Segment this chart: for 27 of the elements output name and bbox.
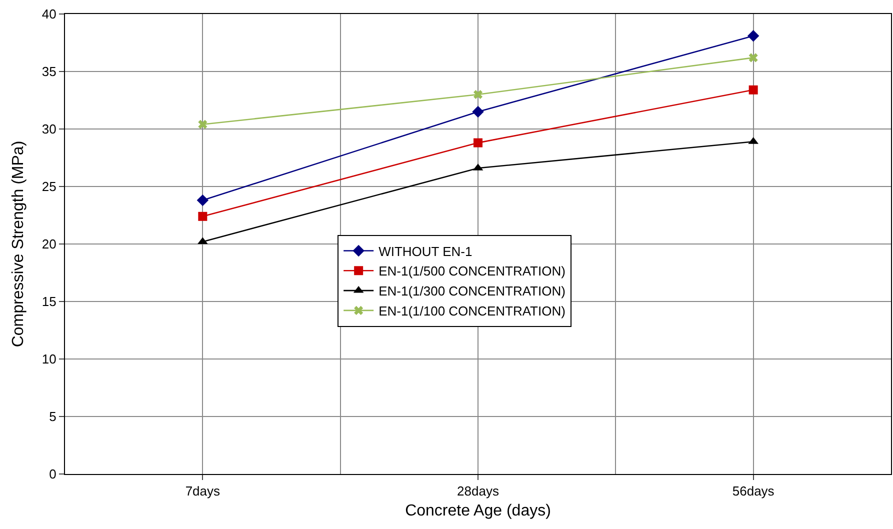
point <box>747 30 760 42</box>
legend-label: EN-1(1/300 CONCENTRATION) <box>378 284 566 299</box>
point <box>196 194 209 206</box>
y-tick-label: 40 <box>42 6 56 22</box>
legend-label: EN-1(1/100 CONCENTRATION) <box>378 304 566 319</box>
y-tick-label: 0 <box>49 466 56 482</box>
point <box>748 53 758 62</box>
point <box>474 138 482 148</box>
point <box>472 106 484 118</box>
y-tick-label: 10 <box>42 352 56 367</box>
legend-label: EN-1(1/500 CONCENTRATION) <box>378 264 566 279</box>
y-axis-title: Compressive Strength (MPa) <box>10 140 27 348</box>
y-tick-label: 20 <box>42 236 56 252</box>
y-tick-label: 25 <box>42 179 56 194</box>
legend-label: WITHOUT EN-1 <box>378 244 472 259</box>
y-tick-label: 15 <box>42 294 56 310</box>
point <box>198 120 208 129</box>
y-tick-label: 35 <box>42 64 56 80</box>
point <box>748 85 758 94</box>
y-tick-label: 30 <box>42 122 56 137</box>
x-tick-label: 28days <box>457 484 500 499</box>
x-tick-label: 7days <box>185 484 221 499</box>
y-tick-label: 5 <box>49 409 56 424</box>
x-axis-title: Concrete Age (days) <box>405 502 551 520</box>
x-tick-label: 56days <box>732 484 775 499</box>
point <box>198 212 208 221</box>
point <box>473 90 483 100</box>
